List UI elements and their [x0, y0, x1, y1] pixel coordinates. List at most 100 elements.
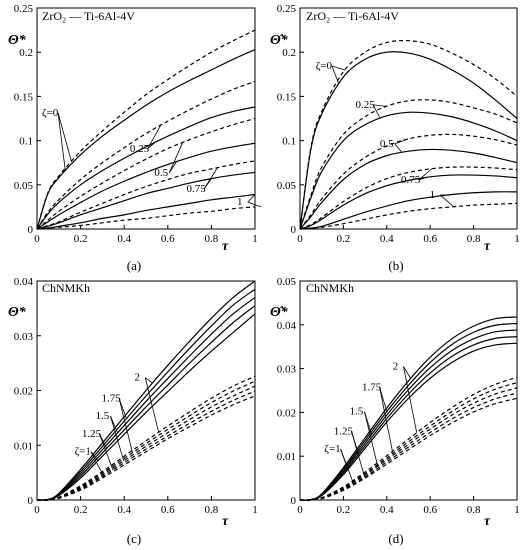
panel-d-x-tick-label: 0 [297, 504, 303, 516]
panel-d-curves [299, 316, 518, 501]
panel-b-curve-label: ζ=0 [316, 60, 333, 72]
panel-c-leader-line [118, 398, 133, 453]
panel-a-curves [36, 29, 256, 230]
panel-a-leader-line [57, 112, 72, 162]
panel-d-series-line-solid-1 [299, 336, 518, 501]
panel-b-series-line-dashed-1 [299, 39, 518, 230]
panel-b-series-line-solid-6 [299, 174, 518, 230]
panel-d-leader-line [340, 448, 355, 485]
panel-c-y-tick-label: 0.01 [14, 440, 33, 452]
panel-b-leader-line [440, 194, 454, 208]
panel-c-leader-line [144, 377, 160, 433]
panel-c-series-line-dashed-9 [36, 375, 256, 501]
panel-a-series-line-dashed-7 [36, 160, 256, 230]
panel-b-x-axis-label: τ [484, 239, 491, 254]
panel-b-x-tick-label: 0.6 [423, 233, 437, 245]
panel-c-curve-label: 1.5 [96, 410, 110, 422]
panel-b-x-tick-label: 0.4 [380, 233, 394, 245]
panel-d-y-tick-label: 0.03 [277, 364, 297, 376]
panel-a-material-label: ZrO₂ — Ti-6Al-4V [42, 9, 135, 23]
panel-d-leader-line [403, 366, 418, 433]
panel-c-axes: 0 0.2 0.4 0.6 0.8 1 0 0.01 0.02 0.03 0.04 [14, 276, 258, 516]
panel-c-x-tick-label: 0.6 [161, 504, 175, 516]
panel-c-x-axis-label: τ [222, 514, 229, 529]
panel-b-x-tick-label: 0.8 [467, 233, 481, 245]
panel-b-series-line-dashed-9 [299, 202, 518, 230]
panel-a-y-tick-label: 0.05 [14, 180, 34, 192]
panel-a-leader-line [57, 112, 66, 171]
panel-a-y-tick-label: 0 [28, 224, 34, 236]
panel-b-leader-line [418, 168, 433, 181]
panel-d-curve-label: 1.25 [334, 425, 354, 437]
panel-c-curve-label: ζ=1 [75, 446, 91, 458]
panel-c-y-tick-label: 0.04 [14, 276, 34, 288]
panel-a-y-tick-label: 0.15 [14, 91, 34, 103]
panel-a-series-line-solid-6 [36, 171, 256, 230]
panel-c-x-tick-label: 0.4 [117, 504, 131, 516]
panel-c-x-tick-label: 0 [34, 504, 40, 516]
panel-b-series-line-solid-0 [299, 51, 518, 230]
panel-b-leader-line [372, 104, 381, 119]
panel-d-x-axis-label: τ [484, 514, 491, 529]
panel-a-x-tick-label: 0.4 [117, 233, 131, 245]
panel-b-y-tick-label: 0.2 [282, 47, 296, 59]
panel-d-x-tick-label: 0.2 [337, 504, 351, 516]
panel-d-curve-label: 1.5 [350, 406, 364, 418]
panel-a-curve-label: 0.5 [154, 167, 168, 179]
panel-d-x-tick-label: 0.4 [380, 504, 394, 516]
panel-b-series-line-dashed-7 [299, 166, 518, 230]
panel-b-series-line-solid-2 [299, 111, 518, 230]
panel-c-series-line-dashed-6 [36, 390, 256, 501]
panel-b-y-axis-label: Θ̂* [270, 33, 289, 48]
panel-a-leader-line [247, 201, 262, 208]
panel-d-curve-label: 1.75 [362, 382, 382, 394]
panel-a-y-tick-label: 0.1 [19, 136, 33, 148]
panel-c-y-axis-label: Θ* [8, 305, 27, 320]
panel-b-curve-label: 0.5 [380, 138, 394, 150]
panel-d-x-tick-label: 0.8 [467, 504, 481, 516]
panel-a-frame [36, 7, 256, 230]
panel-b-series-line-solid-8 [299, 191, 518, 230]
panel-b-leader-line [394, 143, 403, 153]
panel-c-x-tick-label: 1 [252, 504, 258, 516]
panel-b-axes: 0 0.2 0.4 0.6 0.8 1 0 0.05 0.1 0.15 0.2 0.25 [277, 3, 520, 245]
panel-b-x-tick-label: 1 [514, 233, 520, 245]
panel-c-y-tick-label: 0 [28, 495, 34, 507]
panel-b-curves [299, 39, 518, 230]
panel-b-series-line-dashed-3 [299, 99, 518, 230]
panel-a-series-line-solid-2 [36, 106, 256, 230]
panel-c-curve-label: 1.25 [82, 428, 102, 440]
panel-b-y-tick-label: 0.1 [282, 136, 296, 148]
panel-a-leader-line [147, 124, 162, 150]
panel-a-x-tick-label: 0.6 [161, 233, 175, 245]
panel-d-series-line-solid-4 [299, 316, 518, 501]
panel-c-x-tick-label: 0.8 [205, 504, 219, 516]
panel-c-x-tick-label: 0.2 [74, 504, 88, 516]
panel-b-x-tick-label: 0 [297, 233, 303, 245]
panel-c-curve-label: 2 [135, 372, 141, 384]
panel-a-x-tick-label: 0 [34, 233, 40, 245]
panel-d-y-tick-label: 0.01 [277, 451, 296, 463]
panel-a-leader-line [168, 142, 183, 174]
panel-d-x-tick-label: 0.6 [423, 504, 437, 516]
panel-d-series-line-solid-2 [299, 329, 518, 501]
panel-a-series-line-dashed-1 [36, 29, 256, 230]
panel-d-leader-line [379, 387, 394, 454]
panel-a-axes: 0 0.2 0.4 0.6 0.8 1 0 0.05 0.1 0.15 0.2 0.25 [14, 3, 258, 245]
panel-a-curve-label: 0.25 [130, 143, 150, 155]
panel-d-frame [299, 280, 518, 501]
panel-b-leader-line [418, 177, 426, 181]
panel-d-axes: 0 0.2 0.4 0.6 0.8 1 0 0.01 0.02 0.03 0.04 0.05 [277, 276, 520, 516]
panel-d-curve-label: 2 [393, 360, 399, 372]
panel-b-y-tick-label: 0.25 [277, 3, 297, 15]
panel-a-series-line-solid-4 [36, 142, 256, 230]
panel-a-series-line-dashed-9 [36, 206, 256, 230]
panel-d-series-line-solid-0 [299, 342, 518, 501]
panel-a: 0 0.2 0.4 0.6 0.8 1 0 0.05 0.1 0.15 0.2 0.25 ζ=0 0.2… [8, 3, 262, 273]
panel-b: 0 0.2 0.4 0.6 0.8 1 0 0.05 0.1 0.15 0.2 0.25 ζ=0 0.2… [270, 3, 520, 273]
panel-a-series-line-solid-0 [36, 49, 256, 230]
panel-b-y-tick-label: 0.05 [277, 180, 297, 192]
panel-d-series-line-dashed-9 [299, 376, 518, 501]
panel-b-y-tick-label: 0.15 [277, 91, 297, 103]
